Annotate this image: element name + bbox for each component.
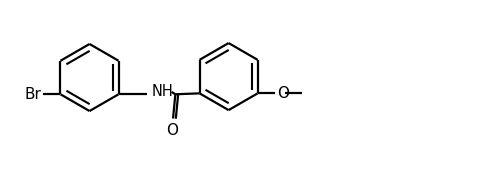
Text: NH: NH <box>151 84 173 99</box>
Text: Br: Br <box>24 87 41 102</box>
Text: O: O <box>277 86 289 101</box>
Text: O: O <box>166 123 178 138</box>
